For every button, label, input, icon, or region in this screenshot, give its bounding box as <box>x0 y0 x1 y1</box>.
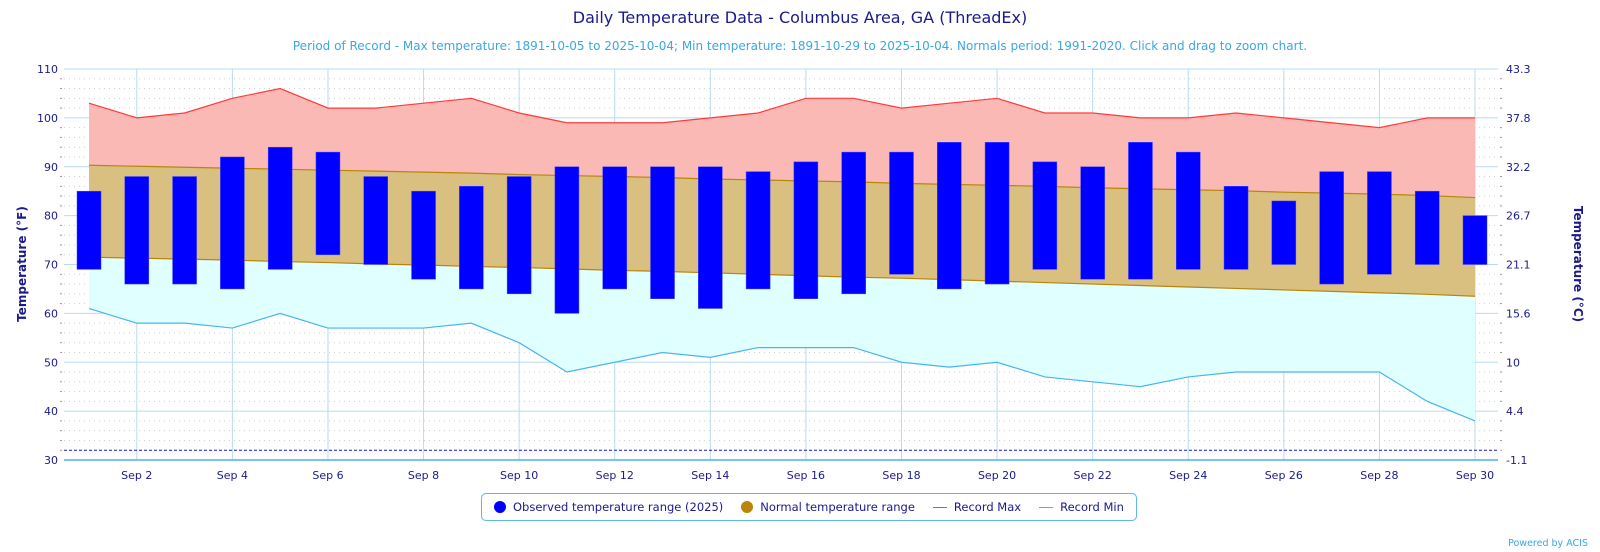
record-max-line <box>88 87 1475 129</box>
x-tick-label: Sep 10 <box>500 469 538 482</box>
observed-range-bar[interactable] <box>984 142 1010 285</box>
observed-range-bar[interactable] <box>698 166 723 309</box>
observed-range-bar[interactable] <box>1462 215 1488 265</box>
observed-range-bar[interactable] <box>459 186 484 290</box>
y-axis-title-right: Temperature (°C) <box>1571 206 1585 322</box>
x-tick-label: Sep 12 <box>596 469 634 482</box>
legend-label: Record Min <box>1060 500 1124 514</box>
y-tick-label-right: 32.2 <box>1506 161 1531 174</box>
observed-range-bar[interactable] <box>363 176 389 265</box>
observed-range-bar[interactable] <box>124 176 150 285</box>
observed-range-bar[interactable] <box>267 146 293 270</box>
observed-range-bar[interactable] <box>554 166 580 314</box>
x-tick-label: Sep 2 <box>121 469 152 482</box>
y-tick-label-left: 90 <box>44 161 58 174</box>
x-tick-label: Sep 16 <box>787 469 825 482</box>
legend-label: Observed temperature range (2025) <box>513 500 724 514</box>
observed-range-bar[interactable] <box>220 156 245 290</box>
y-tick-label-right: 21.1 <box>1506 259 1531 272</box>
legend-label: Record Max <box>953 500 1022 514</box>
y-tick-label-left: 30 <box>44 454 58 467</box>
y-tick-label-right: 26.7 <box>1506 210 1531 223</box>
observed-range-bar[interactable] <box>1223 186 1249 270</box>
x-tick-label: Sep 22 <box>1074 469 1112 482</box>
x-tick-label: Sep 6 <box>312 469 343 482</box>
legend-item-record-max[interactable]: Record Max <box>932 500 1022 514</box>
x-tick-label: Sep 26 <box>1265 469 1303 482</box>
x-tick-label: Sep 8 <box>408 469 439 482</box>
x-tick-label: Sep 20 <box>978 469 1016 482</box>
observed-range-bar[interactable] <box>602 166 627 290</box>
observed-range-bar[interactable] <box>506 176 532 295</box>
observed-range-bar[interactable] <box>1367 171 1392 275</box>
y-tick-label-left: 70 <box>44 259 58 272</box>
legend-item-normal[interactable]: Normal temperature range <box>741 500 915 514</box>
normal-min-line <box>88 256 1476 297</box>
axes: 30 -1.1 40 4.4 50 10 60 15.6 70 21.1 80 26.7 90 32.2 1… <box>37 63 1531 482</box>
observed-range-bar[interactable] <box>411 190 436 280</box>
y-tick-label-left: 80 <box>44 210 58 223</box>
y-tick-label-left: 60 <box>44 307 58 320</box>
y-axis-title-left: Temperature (°F) <box>15 206 29 322</box>
legend-line-icon <box>932 506 947 508</box>
legend-label: Normal temperature range <box>760 500 915 514</box>
record-min-area <box>89 257 1475 421</box>
legend: Observed temperature range (2025) Normal… <box>481 493 1137 521</box>
y-tick-label-right: 4.4 <box>1506 405 1524 418</box>
chart-title: Daily Temperature Data - Columbus Area, … <box>572 8 1028 27</box>
x-tick-label: Sep 14 <box>691 469 729 482</box>
y-tick-label-right: -1.1 <box>1506 454 1527 467</box>
chart-subtitle: Period of Record - Max temperature: 1891… <box>292 39 1308 53</box>
observed-bars <box>76 142 1488 314</box>
observed-range-bar[interactable] <box>76 190 102 270</box>
observed-range-bar[interactable] <box>1175 151 1201 270</box>
observed-range-bar[interactable] <box>1080 166 1105 280</box>
x-tick-label: Sep 4 <box>217 469 248 482</box>
observed-range-bar[interactable] <box>1128 142 1153 280</box>
legend-item-observed[interactable]: Observed temperature range (2025) <box>494 500 723 514</box>
y-tick-label-right: 43.3 <box>1506 63 1531 76</box>
observed-range-bar[interactable] <box>315 151 341 255</box>
y-tick-label-right: 10 <box>1506 356 1520 369</box>
observed-range-bar[interactable] <box>745 171 771 290</box>
observed-range-bar[interactable] <box>172 176 197 285</box>
x-tick-label: Sep 30 <box>1456 469 1494 482</box>
x-tick-label: Sep 28 <box>1360 469 1398 482</box>
y-tick-label-right: 15.6 <box>1506 307 1531 320</box>
observed-range-bar[interactable] <box>1271 200 1297 265</box>
observed-range-bar[interactable] <box>650 166 675 299</box>
observed-range-bar[interactable] <box>841 151 866 295</box>
observed-range-bar[interactable] <box>889 151 914 275</box>
y-tick-label-left: 110 <box>37 63 58 76</box>
y-tick-label-left: 40 <box>44 405 58 418</box>
x-tick-label: Sep 24 <box>1169 469 1207 482</box>
observed-range-bar[interactable] <box>1032 161 1058 270</box>
observed-range-bar[interactable] <box>1414 190 1440 265</box>
record-min-line <box>88 307 1476 422</box>
y-tick-label-left: 100 <box>37 112 58 125</box>
areas <box>89 88 1475 421</box>
observed-range-bar[interactable] <box>793 161 819 299</box>
legend-line-icon <box>1039 506 1054 508</box>
observed-range-bar[interactable] <box>937 142 962 290</box>
legend-dot-icon <box>494 501 506 513</box>
powered-by-link[interactable]: Powered by ACIS <box>1508 538 1588 549</box>
x-tick-label: Sep 18 <box>882 469 920 482</box>
legend-item-record-min[interactable]: Record Min <box>1039 500 1124 514</box>
observed-range-bar[interactable] <box>1319 171 1344 285</box>
legend-dot-icon <box>741 501 754 513</box>
y-tick-label-left: 50 <box>44 356 58 369</box>
y-tick-label-right: 37.8 <box>1506 112 1531 125</box>
